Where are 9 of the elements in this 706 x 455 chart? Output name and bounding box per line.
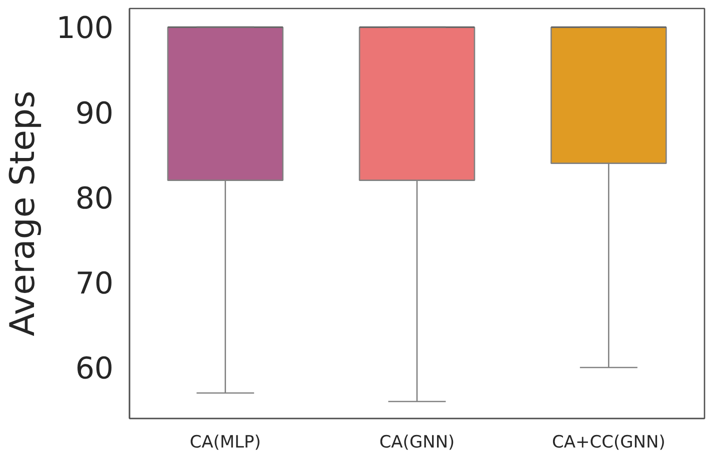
- x-tick-label: CA+CC(GNN): [552, 432, 666, 452]
- y-tick-label: 70: [75, 266, 114, 302]
- x-tick-label: CA(MLP): [190, 432, 261, 452]
- y-tick-label: 90: [75, 96, 114, 132]
- y-axis-title: Average Steps: [3, 90, 44, 336]
- y-tick-label: 60: [75, 351, 114, 386]
- x-tick-label: CA(GNN): [379, 432, 455, 452]
- y-tick-label: 80: [75, 181, 114, 216]
- y-tick-label: 100: [56, 11, 114, 46]
